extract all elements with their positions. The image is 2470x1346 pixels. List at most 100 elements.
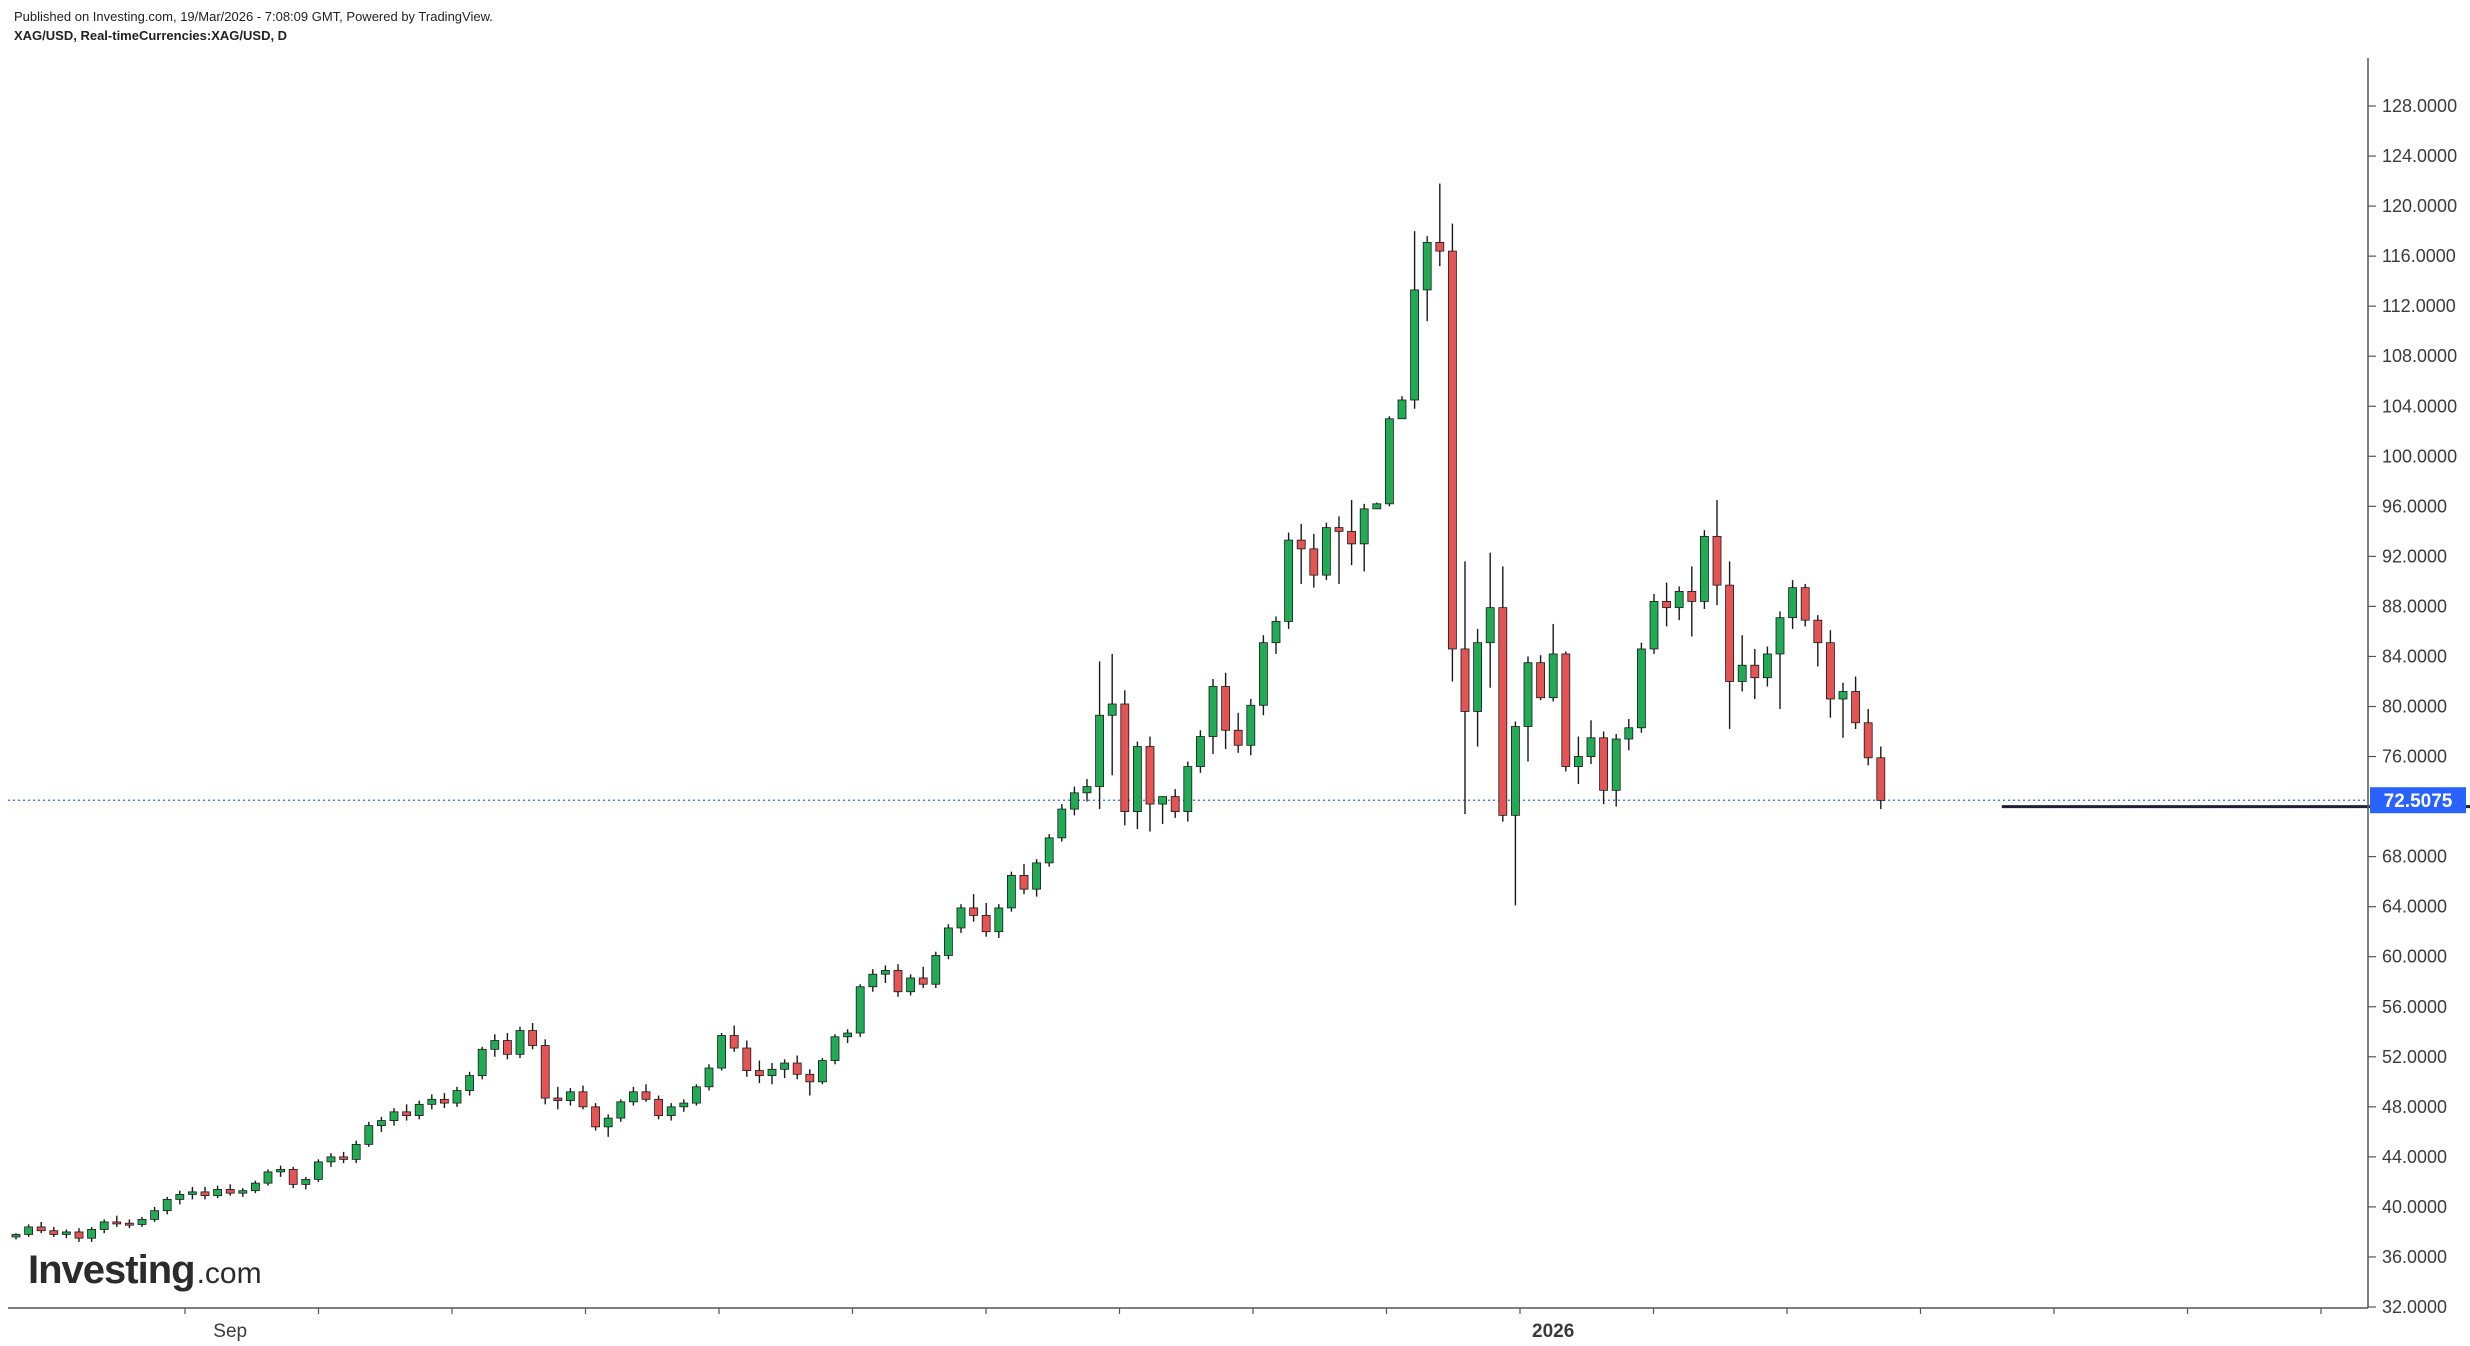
candle (1259, 635, 1268, 716)
candle-body-up (1637, 648, 1646, 729)
candle-body-down (1019, 874, 1029, 890)
candle (402, 1104, 412, 1121)
candle-body-up (1674, 591, 1684, 609)
candle-body-up (1700, 535, 1709, 602)
candle (364, 1121, 374, 1147)
candle-body-down (1687, 591, 1697, 602)
candle-body-up (855, 986, 865, 1034)
candle (1019, 864, 1029, 895)
candle (276, 1165, 286, 1177)
candle-body-up (301, 1178, 311, 1185)
candle-body-down (36, 1226, 46, 1232)
candle-body-up (717, 1035, 726, 1069)
candle (515, 1026, 525, 1059)
price-tick-label: 40.0000 (2382, 1197, 2447, 1217)
candle-body-up (1763, 653, 1772, 679)
price-tick-label: 104.0000 (2382, 396, 2457, 416)
candle (414, 1100, 424, 1120)
candle-body-up (11, 1234, 21, 1238)
candle-body-up (830, 1036, 840, 1061)
candle (1536, 655, 1545, 701)
time-axis[interactable]: Sep 2026 (8, 1307, 2368, 1342)
candle (540, 1039, 550, 1105)
candle (1158, 796, 1167, 825)
candle-body-up (477, 1048, 487, 1076)
candle-body-down (981, 915, 991, 933)
published-info: Published on Investing.com, 19/Mar/2026 … (14, 9, 493, 24)
price-tick-label: 96.0000 (2382, 496, 2447, 516)
candle-body-up (1523, 662, 1533, 727)
candle-body-up (1007, 874, 1016, 909)
candle-body-up (1044, 837, 1054, 864)
price-axis[interactable]: 32.0000 36.0000 40.0000 44.0000 48.0000 52.00… (2367, 58, 2457, 1317)
candle-body-down (591, 1106, 600, 1128)
candle (616, 1099, 626, 1122)
candle-body-up (1422, 241, 1432, 291)
candle (1800, 583, 1810, 627)
candle (805, 1069, 815, 1096)
candle (11, 1233, 21, 1240)
candle (830, 1034, 840, 1065)
candle (931, 951, 941, 988)
candle (1095, 661, 1104, 810)
candle (263, 1169, 273, 1186)
candle (1057, 804, 1067, 842)
candle (1826, 630, 1835, 718)
candle-body-up (1511, 726, 1520, 816)
candle-body-down (49, 1230, 59, 1235)
candle-body-down (969, 907, 978, 916)
candle-body-down (1296, 539, 1306, 550)
candle (389, 1108, 399, 1126)
candle-body-up (187, 1191, 197, 1195)
candle (1611, 734, 1621, 807)
candle-body-up (1107, 703, 1117, 716)
candle-body-up (767, 1068, 777, 1076)
candle (301, 1176, 311, 1190)
candle-body-up (326, 1156, 336, 1163)
candle (452, 1086, 462, 1107)
candle (881, 965, 890, 983)
candle (1876, 746, 1886, 810)
price-tick-label: 76.0000 (2382, 747, 2447, 767)
price-tick-label: 48.0000 (2382, 1097, 2447, 1117)
candle-body-up (1271, 621, 1281, 644)
candle-body-up (1158, 796, 1167, 805)
candle-body-up (376, 1120, 386, 1126)
candle-body-down (288, 1168, 298, 1185)
price-tick-label: 52.0000 (2382, 1047, 2447, 1067)
candle-body-up (465, 1075, 475, 1091)
candle (1322, 522, 1331, 581)
candle (704, 1064, 714, 1091)
candle-body-up (99, 1221, 109, 1230)
candle-body-up (566, 1091, 575, 1101)
candle (578, 1085, 588, 1110)
candle-body-up (944, 927, 953, 956)
candle (1007, 871, 1016, 912)
candle (1334, 516, 1344, 584)
candle-body-up (313, 1161, 323, 1180)
candle (1044, 834, 1054, 867)
candle-body-down (1750, 664, 1760, 679)
candle (1284, 532, 1293, 629)
candle-body-down (1813, 619, 1823, 644)
candle (1435, 183, 1445, 267)
candle-body-down (540, 1045, 550, 1099)
candle (175, 1190, 185, 1205)
candle-body-up (1410, 289, 1419, 401)
candle-body-up (1548, 653, 1558, 699)
candle-body-down (439, 1098, 449, 1104)
candle-body-up (1284, 539, 1293, 622)
candle (1763, 646, 1772, 687)
candle-body-up (994, 907, 1004, 933)
candle (439, 1093, 449, 1109)
price-tick-label: 44.0000 (2382, 1147, 2447, 1167)
price-tick-label: 84.0000 (2382, 646, 2447, 666)
candle (1473, 628, 1482, 747)
candle-body-up (1372, 503, 1382, 510)
candle (213, 1185, 223, 1199)
candle-body-up (1838, 691, 1848, 700)
candle (717, 1033, 726, 1071)
candle-body-up (490, 1040, 500, 1050)
candle (1712, 500, 1722, 606)
